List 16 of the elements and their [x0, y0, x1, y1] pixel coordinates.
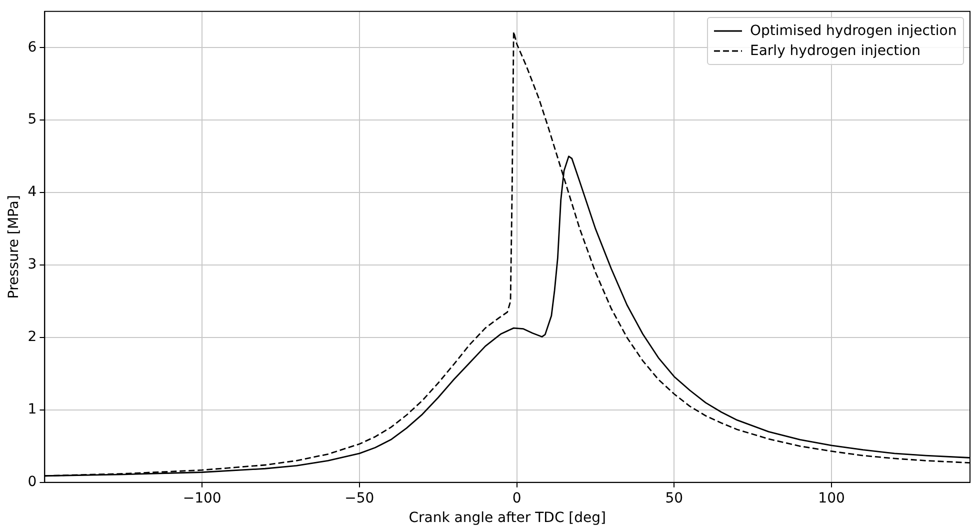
x-tick-label: −100	[182, 490, 222, 506]
legend-label: Optimised hydrogen injection	[750, 22, 957, 42]
y-tick-label: 1	[28, 402, 37, 418]
y-tick-label: 4	[28, 184, 37, 200]
y-tick-label: 0	[28, 474, 37, 490]
x-tick-label: 50	[665, 490, 684, 506]
y-tick-label: 2	[28, 329, 37, 346]
y-tick-label: 5	[28, 112, 37, 128]
x-tick-label: 0	[512, 490, 522, 506]
y-axis-title: Pressure [MPa]	[6, 195, 22, 299]
x-axis-title: Crank angle after TDC [deg]	[408, 510, 606, 526]
x-tick-label: −50	[344, 490, 374, 506]
y-tick-label: 6	[28, 39, 37, 56]
x-tick-label: 100	[818, 490, 845, 506]
y-tick-label: 3	[28, 256, 37, 273]
legend-label: Early hydrogen injection	[750, 42, 920, 62]
